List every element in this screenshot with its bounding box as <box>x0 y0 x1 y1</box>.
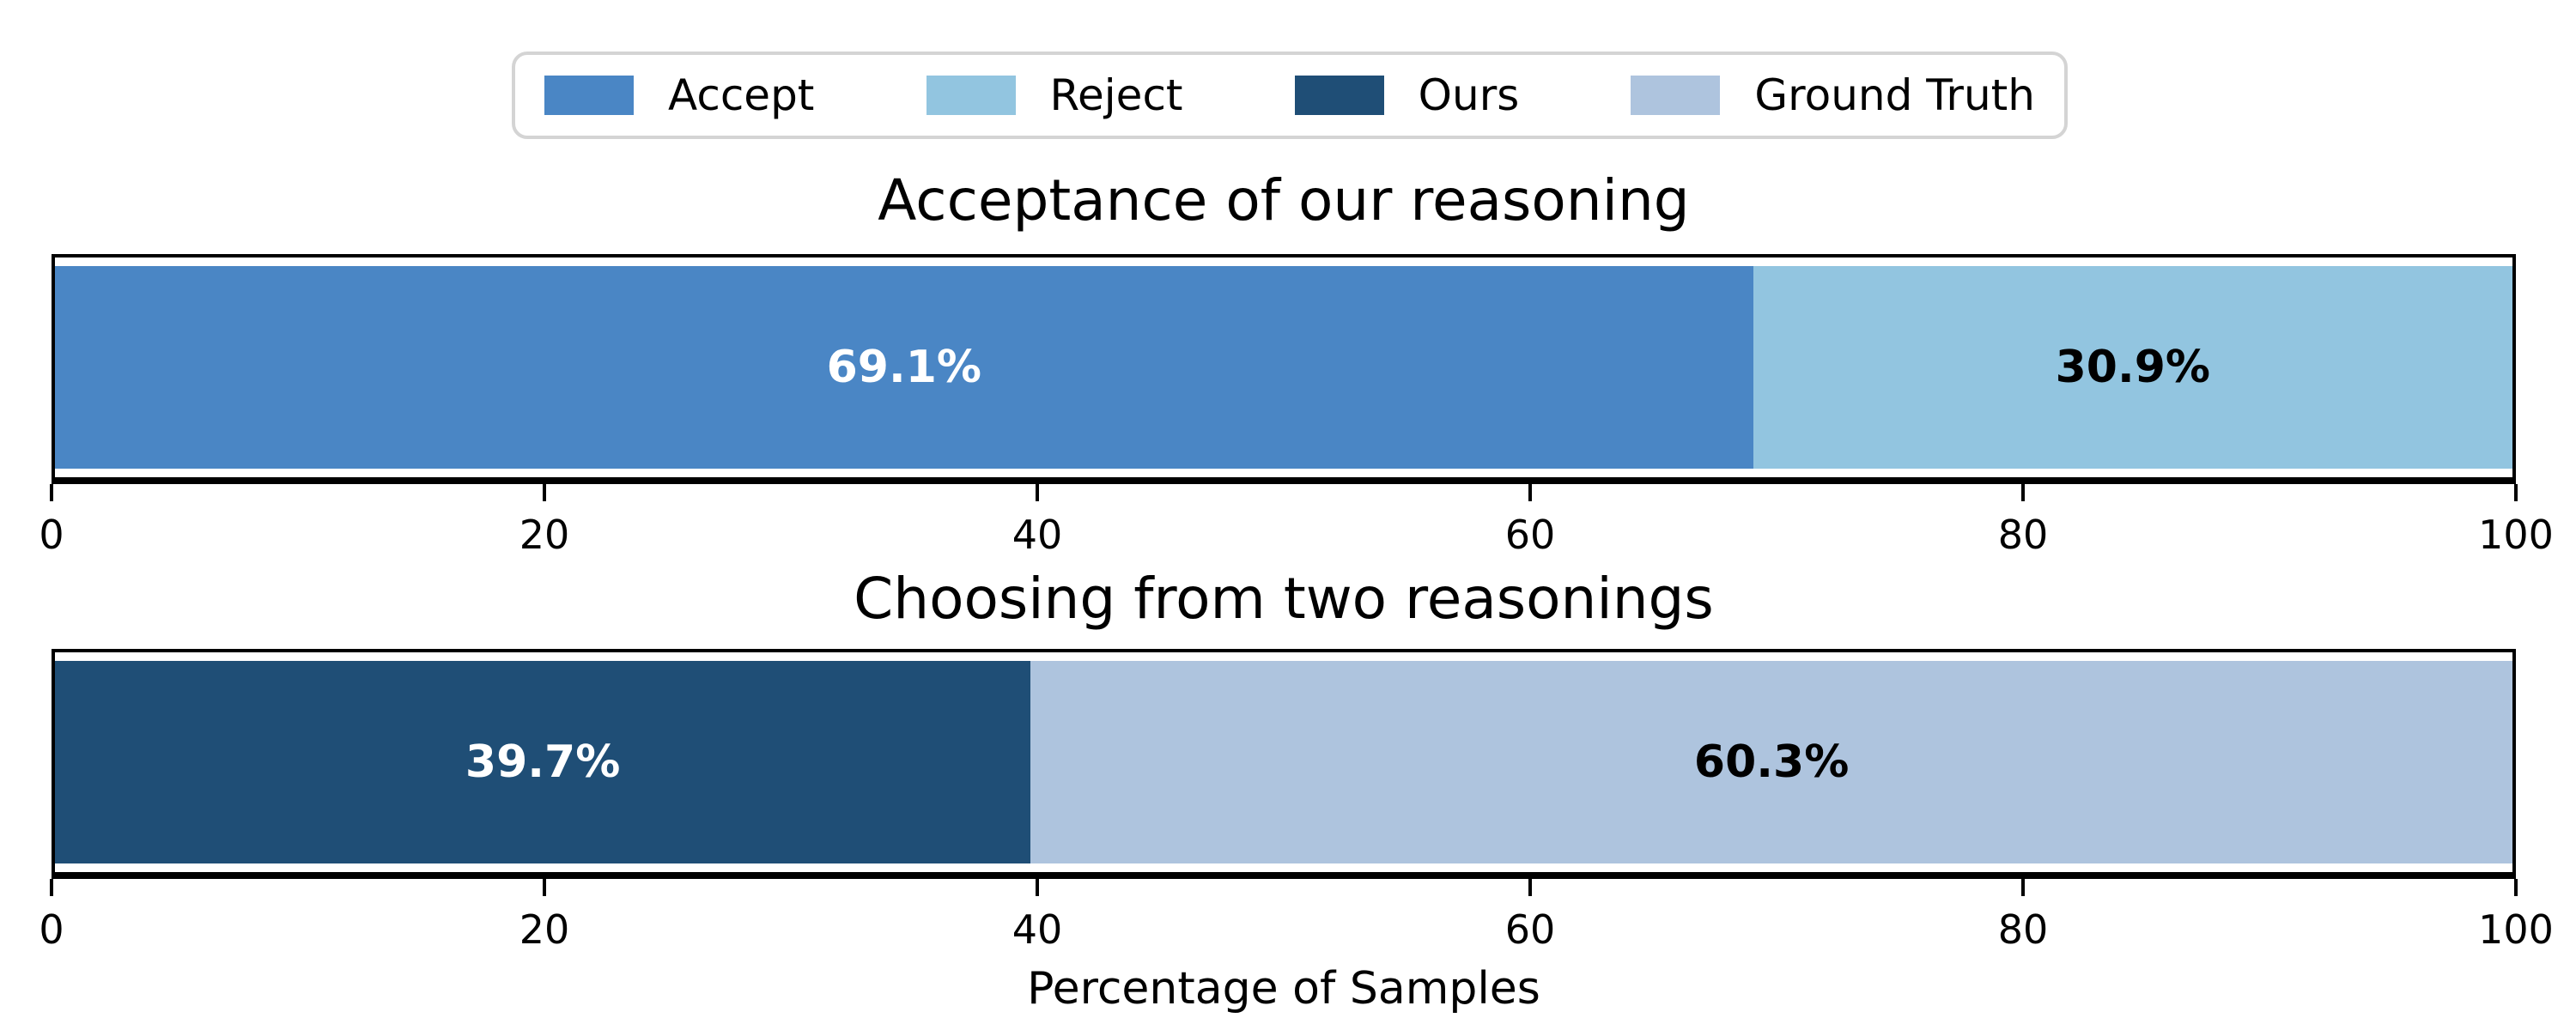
bar-segment-ours: 39.7% <box>55 661 1031 863</box>
x-axis-ticks-chart-2: 0 20 40 60 80 100 <box>39 879 2554 982</box>
bar-track: 69.1% 30.9% <box>55 266 2512 469</box>
x-axis-ticks-chart-1: 0 20 40 60 80 100 <box>39 484 2554 587</box>
axis-tick-label: 60 <box>1504 906 1556 953</box>
axis-tick-mark <box>2514 484 2518 501</box>
axis-tick-mark <box>2021 484 2025 501</box>
legend-label-reject: Reject <box>1049 70 1183 120</box>
bar-segment-value-label: 69.1% <box>826 342 982 393</box>
axis-tick-mark <box>1528 879 1532 896</box>
stacked-bar-chart-acceptance: 69.1% 30.9% <box>52 254 2516 484</box>
legend-label-ground-truth: Ground Truth <box>1754 70 2035 120</box>
legend-swatch-ours-icon <box>1294 76 1384 115</box>
bar-track: 39.7% 60.3% <box>55 661 2512 863</box>
stacked-bar-chart-choosing: 39.7% 60.3% <box>52 649 2516 879</box>
axis-tick-label: 80 <box>1997 906 2049 953</box>
axis-tick-mark <box>2021 879 2025 896</box>
axis-tick-label: 80 <box>1997 512 2049 558</box>
legend-item-reject: Reject <box>926 70 1183 120</box>
legend-item-ground-truth: Ground Truth <box>1631 74 2035 117</box>
legend-label-accept: Accept <box>668 70 815 120</box>
legend-swatch-ground-truth-icon <box>1631 76 1721 115</box>
axis-tick-label: 20 <box>519 906 570 953</box>
bar-segment-reject: 30.9% <box>1753 266 2512 469</box>
legend-item-accept: Accept <box>544 74 814 117</box>
axis-tick-label: 0 <box>39 512 64 558</box>
legend-item-ours: Ours <box>1294 70 1520 120</box>
axis-tick-mark <box>50 879 53 896</box>
axis-tick-label: 100 <box>2478 906 2554 953</box>
axis-tick-label: 0 <box>39 906 64 953</box>
axis-tick-mark <box>543 484 546 501</box>
bar-segment-value-label: 30.9% <box>2055 342 2211 393</box>
legend-swatch-accept-icon <box>544 76 634 115</box>
x-axis-label: Percentage of Samples <box>1027 963 1540 1015</box>
axis-tick-mark <box>543 879 546 896</box>
legend-label-ours: Ours <box>1418 70 1520 120</box>
bar-segment-value-label: 39.7% <box>465 736 621 788</box>
bar-segment-accept: 69.1% <box>55 266 1753 469</box>
axis-tick-label: 20 <box>519 512 570 558</box>
legend-box: Accept Reject Ours Ground Truth <box>512 52 2068 139</box>
chart-title-acceptance: Acceptance of our reasoning <box>878 167 1690 233</box>
axis-tick-mark <box>1528 484 1532 501</box>
bar-segment-value-label: 60.3% <box>1693 736 1850 788</box>
axis-tick-label: 40 <box>1012 906 1063 953</box>
legend-swatch-reject-icon <box>926 76 1016 115</box>
axis-tick-mark <box>1036 879 1039 896</box>
axis-tick-label: 100 <box>2478 512 2554 558</box>
bar-segment-ground-truth: 60.3% <box>1030 661 2512 863</box>
axis-tick-label: 60 <box>1504 512 1556 558</box>
axis-tick-mark <box>2514 879 2518 896</box>
axis-tick-mark <box>1036 484 1039 501</box>
axis-tick-mark <box>50 484 53 501</box>
axis-tick-label: 40 <box>1012 512 1063 558</box>
chart-title-choosing: Choosing from two reasonings <box>854 566 1714 632</box>
